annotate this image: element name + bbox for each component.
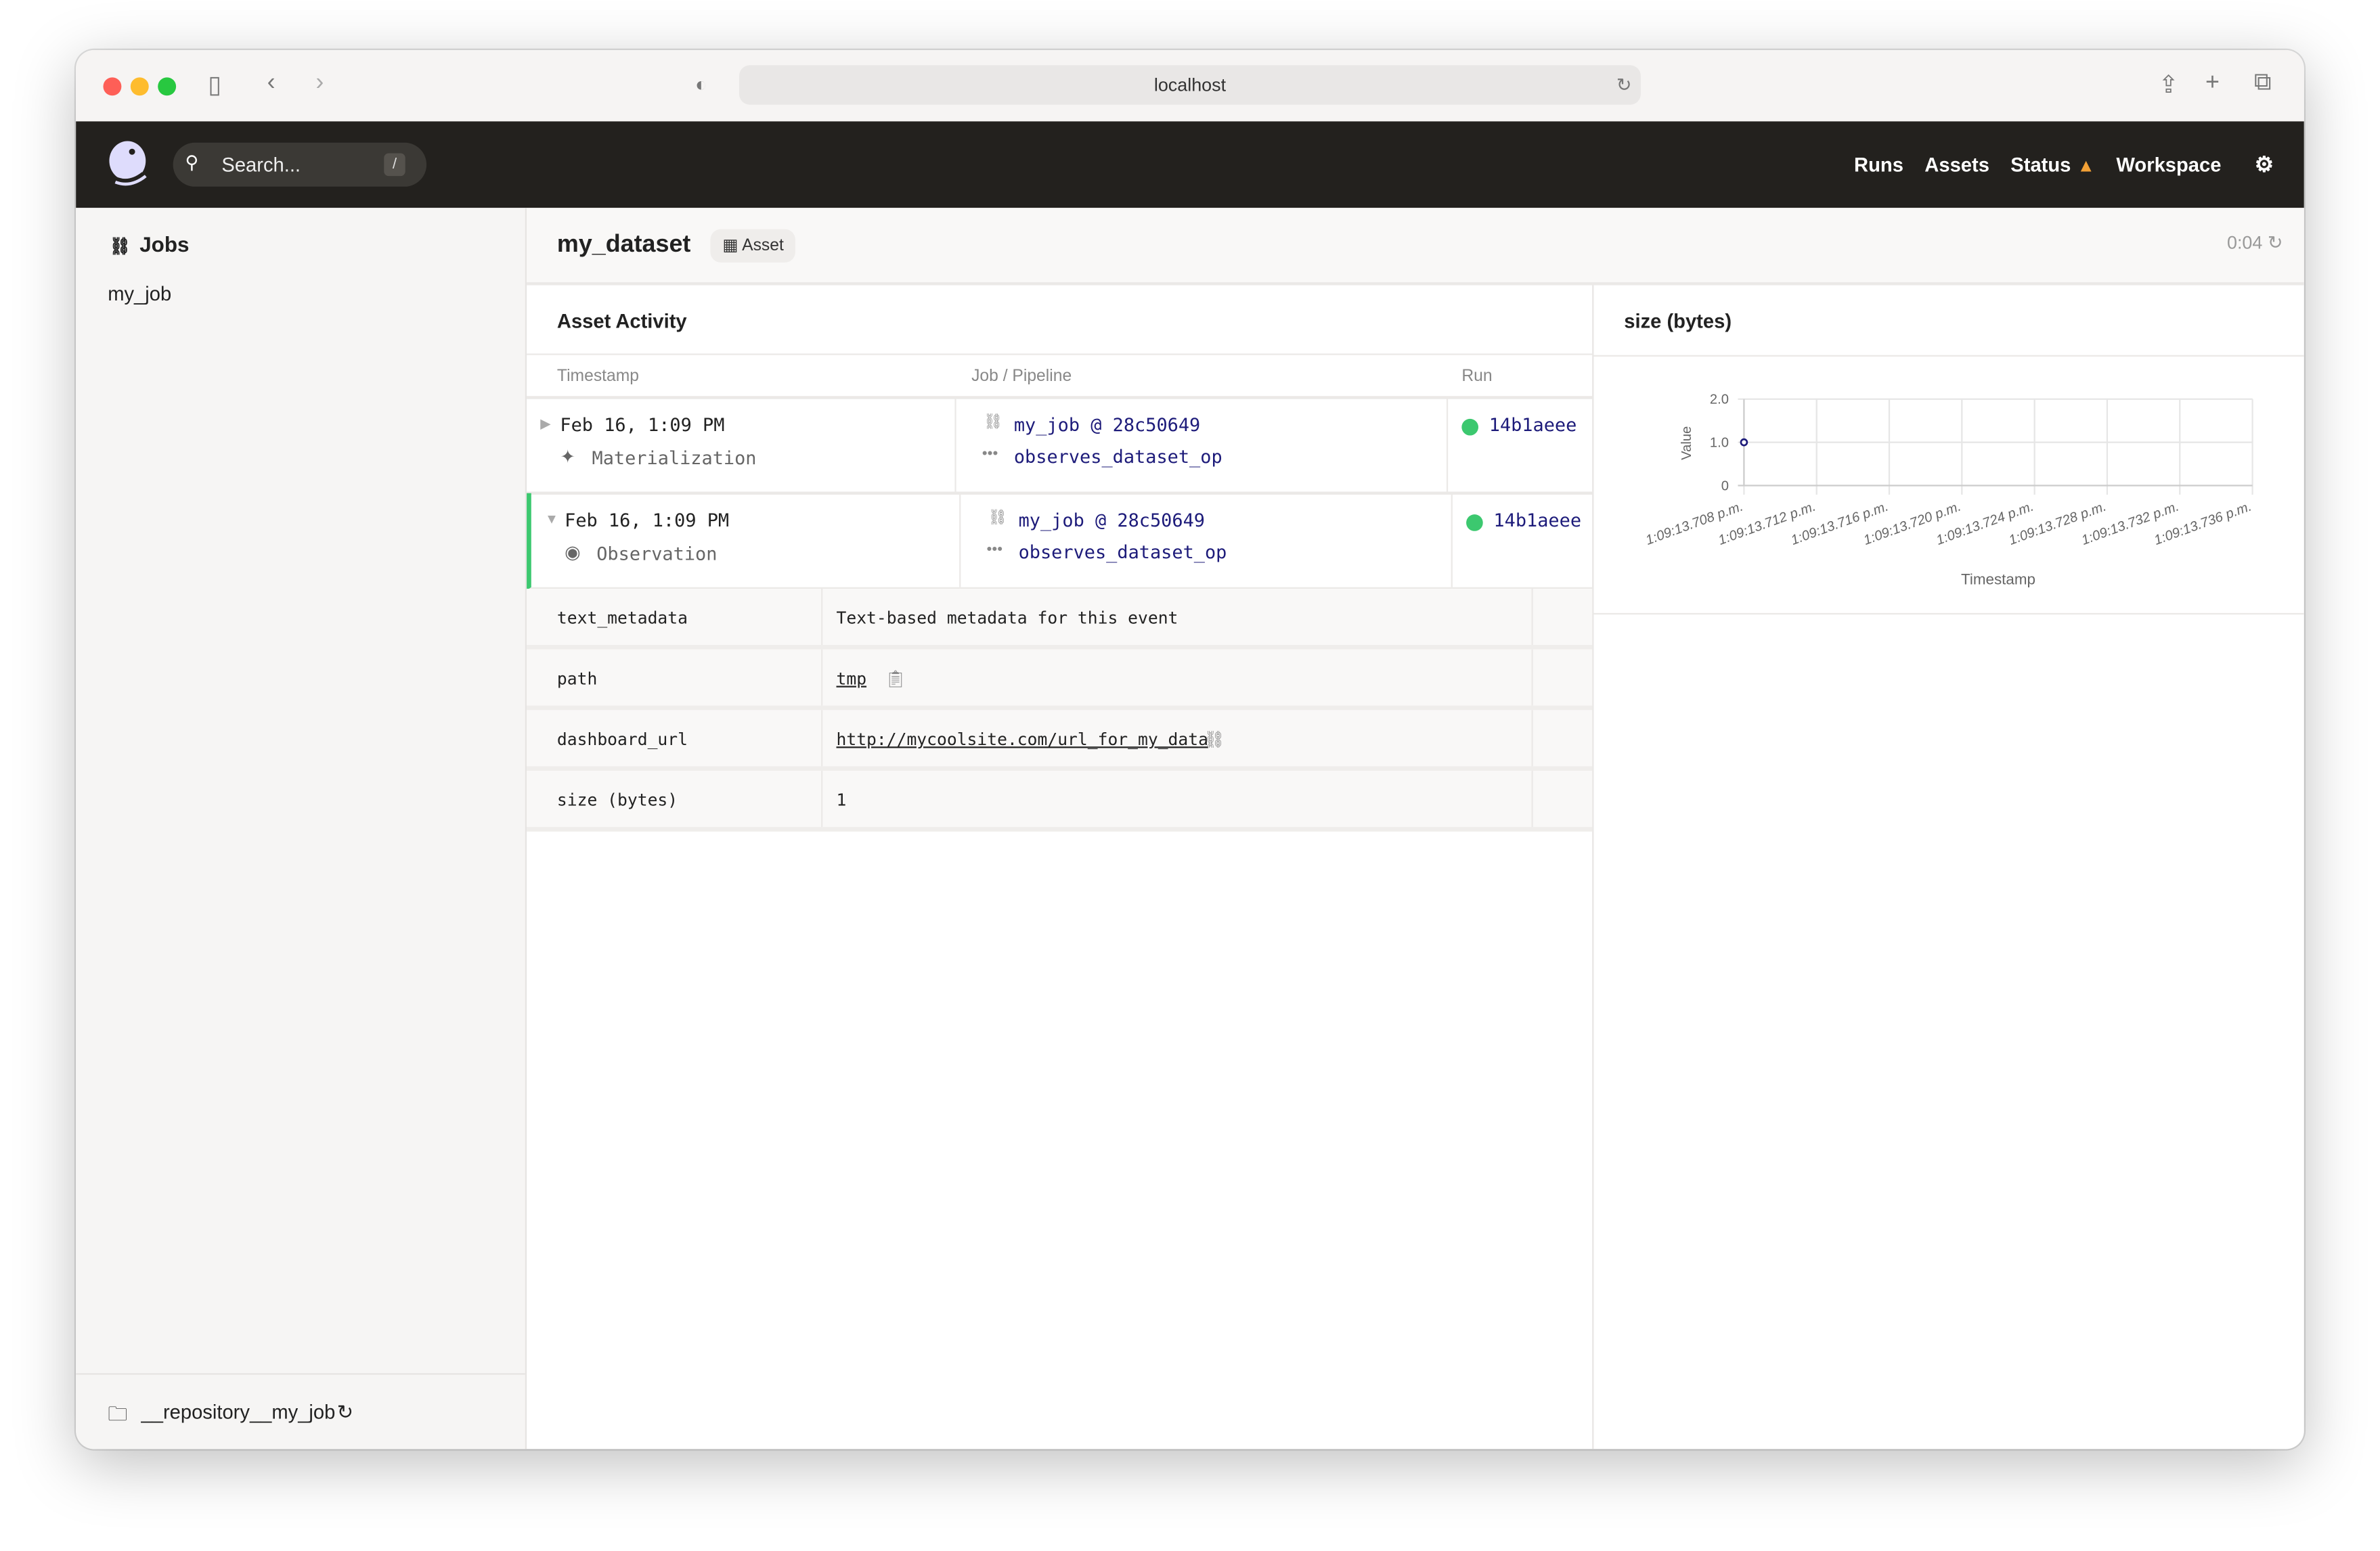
expand-chevron-icon[interactable]: ▶ — [540, 415, 551, 431]
external-link-icon[interactable]: ⛓︎ — [1204, 729, 1225, 750]
job-icon: ⛓ — [988, 510, 1008, 527]
chart-title: size (bytes) — [1624, 309, 1732, 333]
folder-icon: 🗀 — [108, 1401, 128, 1425]
metadata-row: path tmp 📋︎ — [527, 649, 1593, 711]
nav-runs[interactable]: Runs — [1854, 153, 1903, 177]
nav-workspace[interactable]: Workspace — [2116, 153, 2222, 177]
main-content: my_dataset ▦ Asset 0:04 ↻ Asset Activity… — [527, 208, 2304, 1449]
chart-panel: size (bytes) 1:09:13.708 p.m. 1:09:13.712… — [1593, 286, 2304, 615]
data-point — [1740, 438, 1748, 447]
metadata-value[interactable]: http://mycoolsite.com/url_for_my_data — [836, 729, 1208, 750]
back-icon[interactable]: ‹ — [267, 70, 276, 96]
badge-label: Asset — [742, 236, 784, 255]
tabs-overview-icon[interactable]: ⧉ — [2253, 70, 2272, 96]
run-link[interactable]: 14b1aeee — [1493, 510, 1582, 531]
sidebar-toggle-icon[interactable]: ▯ — [208, 72, 221, 99]
table-row[interactable]: ▼ Feb 16, 1:09 PM ◉ Observation ⛓ my_job… — [527, 493, 1593, 591]
page-title: my_dataset — [556, 232, 691, 258]
settings-gear-icon[interactable]: ⚙ — [2254, 152, 2274, 177]
timer-text: 0:04 — [2226, 232, 2263, 254]
table-header: Timestamp Job / Pipeline Run — [527, 353, 1593, 399]
metadata-key: text_metadata — [556, 608, 688, 629]
metadata-key: dashboard_url — [556, 729, 688, 750]
nav-status-label: Status — [2010, 153, 2071, 177]
event-type: Observation — [596, 543, 718, 565]
refresh-icon: ↻ — [2267, 232, 2283, 254]
browser-window: ▯ ‹ › ◐ localhost ↻ ⇪ + ⧉ ⚲ Search... / R… — [76, 49, 2304, 1449]
sidebar-item-my-job[interactable]: my_job — [108, 282, 172, 305]
metadata-value: 1 — [836, 790, 847, 811]
copy-clipboard-icon[interactable]: 📋︎ — [885, 669, 906, 690]
nav-status[interactable]: Status ▲ — [2010, 153, 2095, 176]
reload-repository-icon[interactable]: ↻ — [336, 1400, 354, 1424]
eye-icon: ◉ — [565, 541, 581, 563]
y-axis-label: Value — [1679, 426, 1694, 460]
close-window-button[interactable] — [103, 77, 122, 96]
op-link[interactable]: observes_dataset_op — [1013, 446, 1222, 468]
event-timestamp: Feb 16, 1:09 PM — [565, 510, 730, 531]
repository-name: __repository__my_job — [141, 1400, 336, 1424]
asset-badge: ▦ Asset — [710, 229, 796, 263]
job-icon: ⛓ — [109, 238, 131, 256]
search-input[interactable]: ⚲ Search... / — [173, 142, 427, 187]
run-status-dot — [1461, 418, 1479, 436]
warning-icon: ▲ — [2077, 154, 2096, 177]
y-tick-label: 2.0 — [1710, 392, 1729, 407]
event-type: Materialization — [592, 447, 757, 469]
new-tab-icon[interactable]: + — [2205, 70, 2220, 96]
column-header-job: Job / Pipeline — [971, 367, 1072, 386]
search-icon: ⚲ — [185, 152, 199, 173]
column-header-run: Run — [1461, 367, 1493, 386]
metadata-value: Text-based metadata for this event — [836, 608, 1178, 629]
event-timestamp: Feb 16, 1:09 PM — [560, 414, 725, 436]
op-icon: ••• — [982, 446, 998, 463]
address-bar[interactable]: localhost ↻ — [739, 65, 1641, 105]
metadata-value[interactable]: tmp — [836, 669, 867, 690]
column-header-timestamp: Timestamp — [556, 367, 640, 386]
sidebar-jobs-heading: ⛓ Jobs — [109, 232, 189, 256]
op-icon: ••• — [986, 541, 1003, 559]
asset-activity-panel: Asset Activity Timestamp Job / Pipeline … — [527, 285, 1594, 1449]
job-link[interactable]: my_job @ 28c50649 — [1018, 510, 1206, 531]
share-icon[interactable]: ⇪ — [2158, 72, 2179, 99]
run-link[interactable]: 14b1aeee — [1489, 414, 1577, 436]
y-tick-label: 1.0 — [1710, 435, 1729, 450]
asset-header: my_dataset ▦ Asset 0:04 ↻ — [527, 208, 2304, 286]
sparkle-icon: ✦ — [560, 446, 575, 468]
metadata-row: dashboard_url http://mycoolsite.com/url_… — [527, 710, 1593, 771]
table-row[interactable]: ▶ Feb 16, 1:09 PM ✦ Materialization ⛓ my… — [527, 397, 1593, 495]
url-text: localhost — [1153, 74, 1227, 96]
job-icon: ⛓ — [984, 414, 1003, 431]
search-shortcut: / — [384, 153, 405, 177]
forward-icon[interactable]: › — [315, 70, 324, 96]
metadata-row: size (bytes) 1 — [527, 771, 1593, 832]
x-axis-label: Timestamp — [1961, 570, 2035, 587]
browser-titlebar: ▯ ‹ › ◐ localhost ↻ ⇪ + ⧉ — [76, 49, 2304, 123]
y-tick-label: 0 — [1721, 478, 1729, 493]
nav-assets[interactable]: Assets — [1924, 153, 1989, 177]
op-link[interactable]: observes_dataset_op — [1018, 541, 1227, 563]
repository-footer[interactable]: 🗀 __repository__my_job ↻ — [76, 1373, 525, 1449]
shield-icon: ◐ — [695, 72, 707, 96]
top-nav: ⚲ Search... / Runs Assets Status ▲ Worksp… — [76, 121, 2304, 208]
job-link[interactable]: my_job @ 28c50649 — [1013, 414, 1201, 436]
reload-icon[interactable]: ↻ — [1616, 74, 1632, 96]
dagster-logo[interactable] — [103, 139, 152, 188]
collapse-chevron-icon[interactable]: ▼ — [544, 511, 558, 527]
metadata-key: path — [556, 669, 598, 690]
metadata-key: size (bytes) — [556, 790, 678, 811]
sidebar-title: Jobs — [139, 232, 190, 256]
section-title: Asset Activity — [556, 309, 687, 333]
run-status-dot — [1466, 514, 1483, 531]
size-chart: 1:09:13.708 p.m.1:09:13.712 p.m.1:09:13.… — [1593, 355, 2304, 587]
maximize-window-button[interactable] — [158, 77, 177, 96]
metadata-row: text_metadata Text-based metadata for th… — [527, 589, 1593, 650]
search-placeholder: Search... — [221, 153, 301, 177]
minimize-window-button[interactable] — [130, 77, 149, 96]
refresh-timer[interactable]: 0:04 ↻ — [2227, 232, 2283, 253]
table-icon: ▦ — [722, 236, 743, 255]
sidebar: ⛓ Jobs my_job 🗀 __repository__my_job ↻ — [76, 208, 527, 1449]
